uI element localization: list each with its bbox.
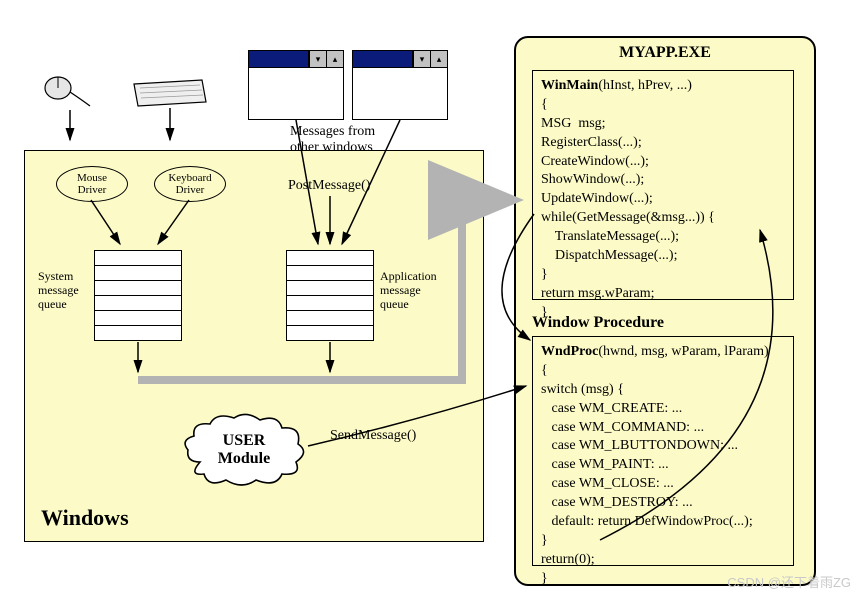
wndproc-signature: WndProc(hwnd, msg, wParam, lParam) <box>541 343 785 362</box>
mouse-icon <box>40 70 94 110</box>
keyboard-driver-node: Keyboard Driver <box>154 166 226 202</box>
code-line: ShowWindow(...); <box>541 171 785 190</box>
winmain-code-box: WinMain(hInst, hPrev, ...) {MSG msg;Regi… <box>532 70 794 300</box>
system-queue-label: System message queue <box>38 270 79 311</box>
minimize-icon: ▾ <box>309 51 326 67</box>
code-line: } <box>541 266 785 285</box>
code-line: case WM_DESTROY: ... <box>541 494 785 513</box>
code-line: CreateWindow(...); <box>541 153 785 172</box>
code-line: { <box>541 96 785 115</box>
wndproc-heading: Window Procedure <box>532 314 664 332</box>
maximize-icon: ▴ <box>326 51 343 67</box>
other-window-1: ▾ ▴ <box>248 50 344 120</box>
windows-label: Windows <box>41 505 129 531</box>
user-module-cloud: USER Module <box>180 412 308 488</box>
application-message-queue <box>286 250 374 340</box>
code-line: case WM_COMMAND: ... <box>541 419 785 438</box>
code-line: return(0); <box>541 551 785 570</box>
code-line: DispatchMessage(...); <box>541 247 785 266</box>
code-line: TranslateMessage(...); <box>541 228 785 247</box>
messages-from-label: Messages from other windows <box>290 124 375 156</box>
sendmessage-label: SendMessage() <box>330 428 416 444</box>
code-line: switch (msg) { <box>541 381 785 400</box>
minimize-icon: ▾ <box>413 51 430 67</box>
system-message-queue <box>94 250 182 340</box>
window-titlebar <box>353 51 413 67</box>
code-line: UpdateWindow(...); <box>541 190 785 209</box>
code-line: case WM_LBUTTONDOWN: ... <box>541 437 785 456</box>
watermark-text: CSDN @还下着雨ZG <box>727 572 851 591</box>
code-line: return msg.wParam; <box>541 285 785 304</box>
winmain-signature: WinMain(hInst, hPrev, ...) <box>541 77 785 96</box>
code-line: default: return DefWindowProc(...); <box>541 513 785 532</box>
mouse-driver-node: Mouse Driver <box>56 166 128 202</box>
application-queue-label: Application message queue <box>380 270 437 311</box>
code-line: while(GetMessage(&msg...)) { <box>541 209 785 228</box>
keyboard-icon <box>130 74 210 110</box>
maximize-icon: ▴ <box>430 51 447 67</box>
wndproc-code-box: WndProc(hwnd, msg, wParam, lParam) {swit… <box>532 336 794 566</box>
code-line: case WM_PAINT: ... <box>541 456 785 475</box>
code-line: MSG msg; <box>541 115 785 134</box>
window-titlebar <box>249 51 309 67</box>
code-line: } <box>541 532 785 551</box>
wndproc-body: {switch (msg) { case WM_CREATE: ... case… <box>541 362 785 589</box>
winmain-body: {MSG msg;RegisterClass(...);CreateWindow… <box>541 96 785 323</box>
myapp-title: MYAPP.EXE <box>516 44 814 62</box>
code-line: case WM_CREATE: ... <box>541 400 785 419</box>
myapp-panel: MYAPP.EXE WinMain(hInst, hPrev, ...) {MS… <box>514 36 816 586</box>
postmessage-label: PostMessage() <box>288 178 370 194</box>
other-window-2: ▾ ▴ <box>352 50 448 120</box>
code-line: RegisterClass(...); <box>541 134 785 153</box>
code-line: case WM_CLOSE: ... <box>541 475 785 494</box>
code-line: { <box>541 362 785 381</box>
